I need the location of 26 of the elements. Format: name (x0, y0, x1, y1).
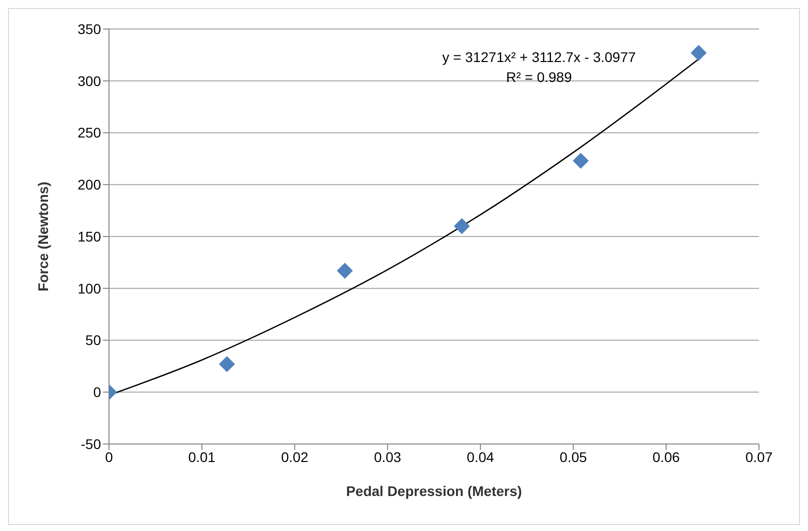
y-tick-label: 300 (78, 72, 102, 89)
x-tick-label: 0.07 (745, 448, 773, 465)
y-tick-label: -50 (80, 436, 102, 452)
x-tick-label: 0.04 (466, 448, 494, 465)
y-axis-title: Force (Newtons) (34, 182, 51, 292)
x-tick-label: 0 (105, 448, 114, 465)
x-tick-label: 0.06 (652, 448, 680, 465)
x-tick-label: 0.03 (374, 448, 402, 465)
point (336, 262, 353, 279)
point (218, 356, 235, 372)
y-tick-label: 200 (78, 176, 102, 193)
x-tick-label: 0.02 (281, 448, 309, 465)
y-tick-label: 150 (78, 228, 102, 244)
y-tick-label: 0 (93, 384, 102, 400)
x-axis-title: Pedal Depression (Meters) (346, 483, 522, 499)
y-tick-label: 50 (85, 332, 102, 348)
point (454, 218, 470, 234)
x-tick-label: 0.01 (188, 448, 216, 465)
y-tick-label: 250 (78, 124, 102, 141)
annotation: y = 31271x² + 3112.7x - 3.0977 (441, 48, 637, 67)
x-tick-label: 0.05 (560, 448, 588, 465)
y-tick-label: 100 (78, 280, 102, 296)
point (572, 152, 589, 169)
point (690, 44, 707, 61)
y-tick-label: 350 (78, 20, 102, 37)
annotation: R² = 0.989 (505, 68, 573, 87)
